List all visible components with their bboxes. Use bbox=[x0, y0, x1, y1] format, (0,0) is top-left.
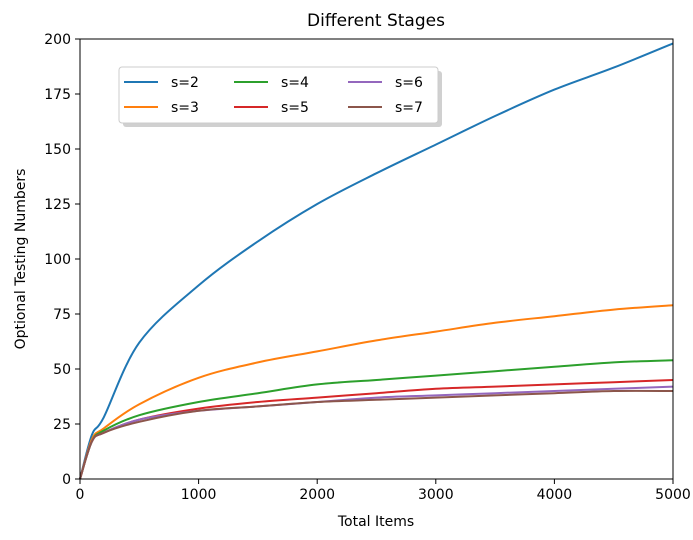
y-axis: 0 25 50 75 100 125 150 175 200 bbox=[44, 32, 80, 488]
series-line-s-5 bbox=[79, 379, 674, 480]
series-line-s-3 bbox=[79, 304, 674, 480]
x-tick-label: 0 bbox=[76, 487, 85, 503]
x-tick-label: 1000 bbox=[181, 487, 217, 503]
y-tick-label: 150 bbox=[44, 142, 71, 158]
y-tick-label: 125 bbox=[44, 197, 71, 213]
series-line-s-7 bbox=[79, 389, 674, 480]
series-line-s-4 bbox=[79, 359, 674, 480]
legend-label: s=6 bbox=[395, 75, 423, 91]
legend: s=2 s=3 s=4 s=5 s=6 s=7 bbox=[118, 66, 442, 127]
y-tick-label: 200 bbox=[44, 32, 71, 48]
legend-label: s=3 bbox=[171, 100, 199, 116]
x-axis-label: Total Items bbox=[337, 514, 414, 530]
x-tick-label: 2000 bbox=[299, 487, 335, 503]
chart-title: Different Stages bbox=[307, 11, 445, 31]
legend-label: s=4 bbox=[281, 75, 309, 91]
x-axis: 0 1000 2000 3000 4000 5000 bbox=[76, 479, 691, 503]
series-layer bbox=[79, 42, 674, 480]
y-axis-label: Optional Testing Numbers bbox=[13, 169, 29, 350]
legend-box bbox=[118, 66, 439, 124]
legend-label: s=5 bbox=[281, 100, 309, 116]
y-tick-label: 175 bbox=[44, 87, 71, 103]
y-tick-label: 0 bbox=[62, 472, 71, 488]
y-tick-label: 50 bbox=[53, 362, 71, 378]
x-tick-label: 5000 bbox=[655, 487, 691, 503]
y-tick-label: 75 bbox=[53, 307, 71, 323]
y-tick-label: 25 bbox=[53, 417, 71, 433]
series-line-s-2 bbox=[79, 42, 674, 480]
y-tick-label: 100 bbox=[44, 252, 71, 268]
x-tick-label: 4000 bbox=[537, 487, 573, 503]
x-tick-label: 3000 bbox=[418, 487, 454, 503]
legend-label: s=7 bbox=[395, 100, 423, 116]
legend-label: s=2 bbox=[171, 75, 199, 91]
